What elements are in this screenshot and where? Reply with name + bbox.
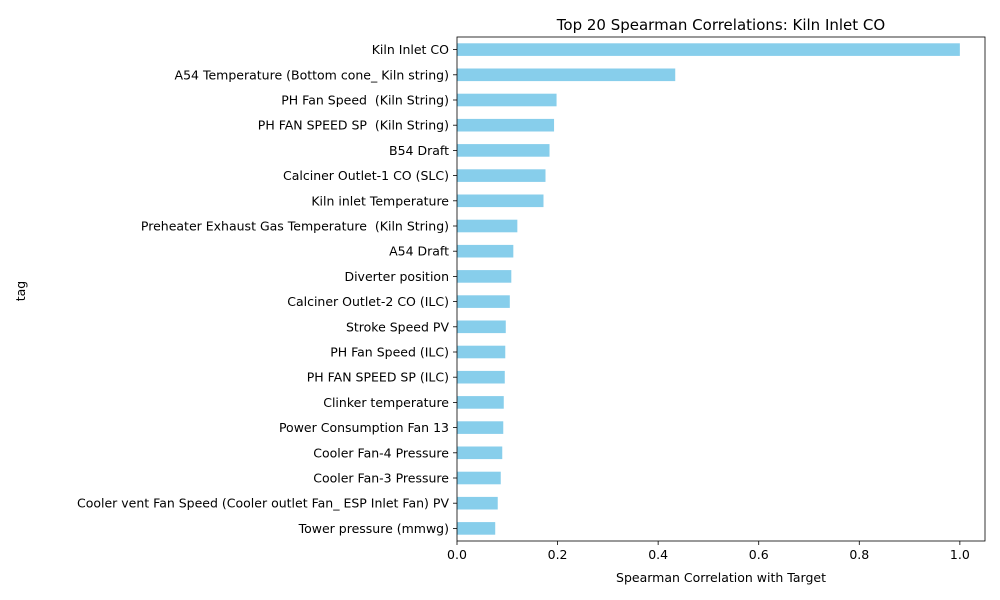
bar bbox=[457, 345, 506, 359]
bar bbox=[457, 43, 960, 56]
bar bbox=[457, 118, 555, 132]
y-tick-label: Clinker temperature bbox=[323, 395, 449, 410]
chart-title: Top 20 Spearman Correlations: Kiln Inlet… bbox=[556, 16, 885, 34]
x-tick-label: 0.8 bbox=[849, 547, 869, 562]
bar bbox=[457, 169, 546, 182]
bar bbox=[457, 396, 504, 409]
y-tick-label: Cooler Fan-4 Pressure bbox=[313, 445, 449, 460]
x-tick-label: 0.4 bbox=[648, 547, 668, 562]
y-tick-label: PH Fan Speed (Kiln String) bbox=[281, 93, 449, 108]
bar bbox=[457, 144, 550, 157]
y-tick-label: Kiln Inlet CO bbox=[372, 42, 449, 57]
y-tick-label: A54 Temperature (Bottom cone_ Kiln strin… bbox=[175, 67, 449, 82]
y-tick-label: Kiln inlet Temperature bbox=[311, 193, 449, 208]
y-tick-label: PH FAN SPEED SP (ILC) bbox=[307, 370, 449, 385]
y-tick-label: PH Fan Speed (ILC) bbox=[330, 345, 449, 360]
y-tick-label: Tower pressure (mmwg) bbox=[298, 521, 449, 536]
y-tick-label: Calciner Outlet-1 CO (SLC) bbox=[283, 168, 449, 183]
bar bbox=[457, 320, 506, 334]
bars-group bbox=[457, 43, 960, 535]
bar bbox=[457, 446, 503, 460]
bar bbox=[457, 270, 512, 283]
axes-frame bbox=[456, 36, 986, 542]
bar bbox=[457, 219, 518, 233]
y-axis-label: tag bbox=[13, 281, 28, 302]
y-tick-label: Stroke Speed PV bbox=[346, 319, 450, 334]
y-tick-label: Cooler Fan-3 Pressure bbox=[313, 471, 449, 486]
y-tick-label: PH FAN SPEED SP (Kiln String) bbox=[258, 118, 449, 133]
bar bbox=[457, 421, 504, 434]
y-tick-label: Preheater Exhaust Gas Temperature (Kiln … bbox=[141, 219, 449, 234]
plot-frame bbox=[456, 36, 986, 542]
y-tick-label: Cooler vent Fan Speed (Cooler outlet Fan… bbox=[77, 496, 449, 511]
y-tick-label: Diverter position bbox=[344, 269, 449, 284]
bar bbox=[457, 471, 501, 485]
bar bbox=[457, 244, 514, 258]
x-tick-label: 1.0 bbox=[950, 547, 970, 562]
x-tick-label: 0.2 bbox=[548, 547, 568, 562]
bar bbox=[457, 194, 544, 208]
y-tick-label: Power Consumption Fan 13 bbox=[279, 420, 449, 435]
bar bbox=[457, 370, 505, 384]
x-tick-label: 0.6 bbox=[749, 547, 769, 562]
y-tick-label: A54 Draft bbox=[389, 244, 449, 259]
bar bbox=[457, 496, 498, 510]
bar bbox=[457, 295, 510, 308]
bar bbox=[457, 522, 496, 535]
y-tick-labels: Kiln Inlet CO A54 Temperature (Bottom con… bbox=[77, 42, 457, 536]
x-axis-label: Spearman Correlation with Target bbox=[616, 570, 826, 585]
x-tick-label: 0.0 bbox=[447, 547, 467, 562]
bar bbox=[457, 68, 676, 82]
bar bbox=[457, 93, 557, 107]
y-tick-label: Calciner Outlet-2 CO (ILC) bbox=[287, 294, 449, 309]
y-tick-label: B54 Draft bbox=[389, 143, 449, 158]
x-tick-labels: 0.0 0.2 0.4 0.6 0.8 1.0 bbox=[447, 541, 970, 562]
